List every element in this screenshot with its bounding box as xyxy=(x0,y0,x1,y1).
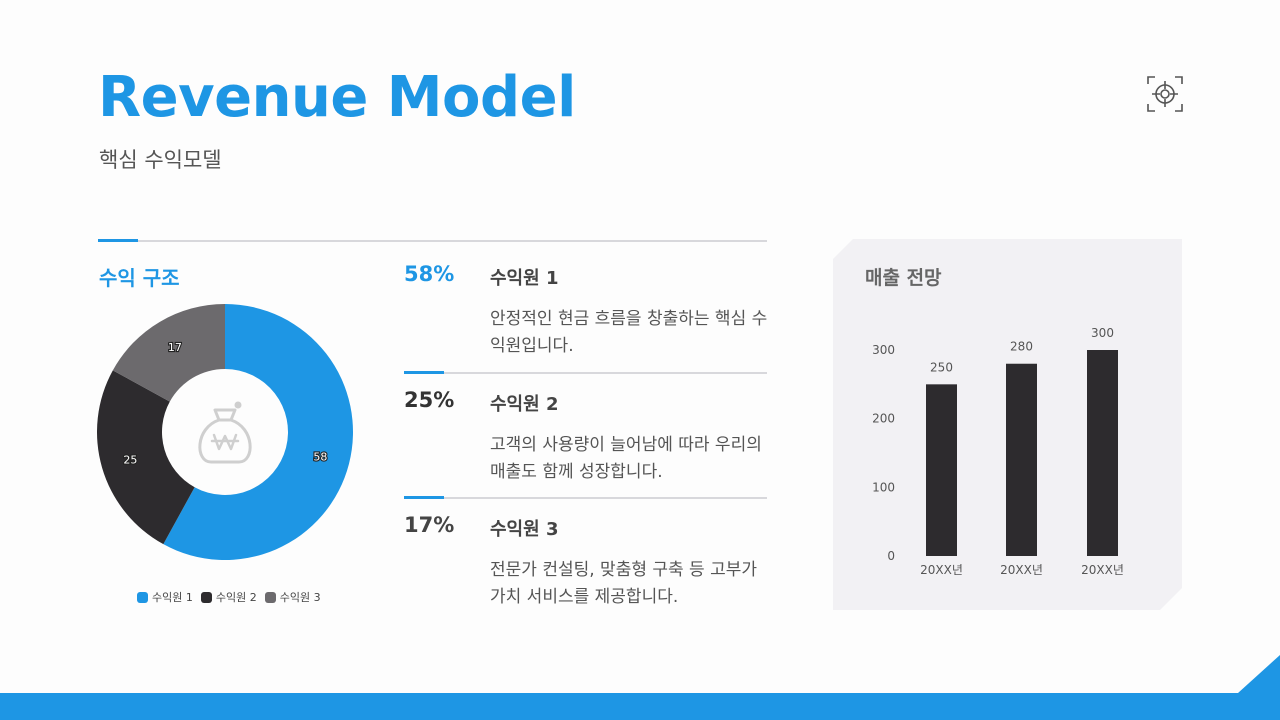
revenue-source-item: 58% 수익원 1 안정적인 현금 흐름을 창출하는 핵심 수익원입니다. xyxy=(404,262,767,367)
section-divider xyxy=(98,239,767,242)
legend-label: 수익원 3 xyxy=(279,591,321,604)
y-axis-tick-label: 300 xyxy=(872,343,895,357)
divider-accent xyxy=(404,371,444,374)
donut-segment xyxy=(97,370,195,545)
y-axis-tick-label: 0 xyxy=(887,549,895,563)
source-name: 수익원 2 xyxy=(490,394,559,415)
sales-forecast-panel: 매출 전망 0 100 200 300 250 20XX년 280 20XX년 300 20XX년 xyxy=(833,239,1182,610)
donut-segment xyxy=(163,304,353,560)
legend-swatch xyxy=(200,591,212,603)
bar-data-label: 280 xyxy=(1010,340,1033,354)
source-description: 안정적인 현금 흐름을 창출하는 핵심 수익원입니다. xyxy=(490,309,768,356)
legend-label: 수익원 1 xyxy=(152,591,193,604)
sales-forecast-bar-chart: 0 100 200 300 250 20XX년 280 20XX년 300 20XX년 xyxy=(833,239,1182,610)
donut-segment xyxy=(112,304,225,402)
bar-data-label: 300 xyxy=(1091,326,1114,340)
source-percent: 58% xyxy=(404,262,455,286)
page-title: Revenue Model xyxy=(98,65,576,130)
donut-data-label: 17 xyxy=(168,341,182,354)
legend-swatch xyxy=(264,591,276,603)
donut-data-label: 25 xyxy=(123,453,137,466)
page-subtitle: 핵심 수익모델 xyxy=(99,148,222,172)
legend-item: 수익원 2 xyxy=(200,589,257,605)
source-name: 수익원 3 xyxy=(490,519,559,540)
legend-item: 수익원 3 xyxy=(264,589,321,605)
legend-label: 수익원 2 xyxy=(215,591,257,604)
x-axis-category-label: 20XX년 xyxy=(1081,563,1124,577)
x-axis-category-label: 20XX년 xyxy=(1000,563,1043,577)
divider-accent xyxy=(404,496,444,499)
revenue-source-item: 25% 수익원 2 고객의 사용량이 늘어남에 따라 우리의 매출도 함께 성장… xyxy=(404,388,767,493)
legend-swatch xyxy=(137,591,148,603)
bar xyxy=(1006,364,1037,556)
revenue-structure-title: 수익 구조 xyxy=(99,266,180,290)
sales-forecast-title: 매출 전망 xyxy=(865,267,942,289)
target-crosshair-icon xyxy=(1147,76,1183,112)
revenue-source-item: 17% 수익원 3 전문가 컨설팅, 맞춤형 구축 등 고부가가치 서비스를 제… xyxy=(404,513,767,618)
donut-legend: 수익원 1 수익원 2 수익원 3 xyxy=(137,589,321,605)
bar xyxy=(926,384,957,556)
money-bag-won-icon xyxy=(198,401,252,464)
source-description: 고객의 사용량이 늘어남에 따라 우리의 매출도 함께 성장합니다. xyxy=(490,435,762,482)
x-axis-category-label: 20XX년 xyxy=(920,563,963,577)
donut-data-label: 58 xyxy=(313,450,327,463)
footer-bar xyxy=(0,693,1280,720)
legend-item: 수익원 1 xyxy=(137,589,193,605)
bar-data-label: 250 xyxy=(930,360,953,374)
revenue-donut-chart: 58 25 17 xyxy=(97,304,353,560)
source-percent: 17% xyxy=(404,513,455,537)
bar xyxy=(1087,350,1118,556)
y-axis-tick-label: 200 xyxy=(872,412,895,426)
footer-corner-wedge xyxy=(1238,655,1280,693)
y-axis-tick-label: 100 xyxy=(872,480,895,494)
divider-accent xyxy=(98,239,138,242)
item-divider xyxy=(404,496,767,499)
source-percent: 25% xyxy=(404,388,455,412)
source-name: 수익원 1 xyxy=(490,268,559,289)
source-description: 전문가 컨설팅, 맞춤형 구축 등 고부가가치 서비스를 제공합니다. xyxy=(490,560,758,607)
item-divider xyxy=(404,371,767,374)
